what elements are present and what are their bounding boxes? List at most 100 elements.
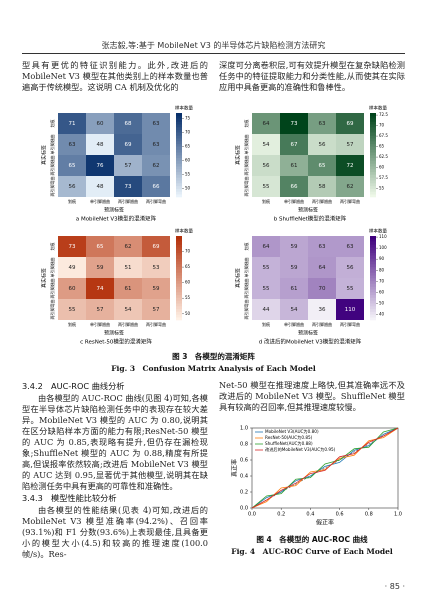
cell-value: 61: [291, 286, 298, 292]
colorbar-segment: [370, 269, 376, 273]
heatmap-cell: [114, 176, 142, 197]
section-heading: 3.4.3 模型性能比较分析: [22, 493, 117, 503]
colorbar-segment: [176, 166, 182, 170]
colorbar-segment: [176, 314, 182, 318]
cell-value: 76: [97, 163, 104, 169]
cell-value: 71: [69, 121, 76, 127]
colorbar-segment: [370, 283, 376, 287]
colorbar-segment: [370, 138, 376, 142]
cell-value: 67: [291, 142, 298, 148]
colorbar-segment: [176, 157, 182, 161]
colorbar-segment: [176, 311, 182, 315]
colorbar-segment: [176, 258, 182, 262]
colorbar-segment: [176, 278, 182, 282]
heatmap-cell: [280, 278, 308, 299]
y-class-label: 两引脚弯曲: [243, 177, 249, 197]
y-class-label: 两引脚翘曲: [243, 156, 249, 176]
heatmap-cell: [280, 299, 308, 320]
colorbar-segment: [176, 238, 182, 242]
heatmap-cell: [86, 278, 114, 299]
colorbar-segment: [370, 236, 376, 240]
heatmap-cell: [114, 236, 142, 257]
heatmap-cell: [114, 113, 142, 134]
x-tick-label: 0.0: [248, 512, 256, 518]
cell-value: 55: [263, 265, 270, 271]
cell-value: 56: [347, 265, 354, 271]
colorbar-segment: [370, 241, 376, 245]
colorbar-segment: [176, 143, 182, 147]
colorbar-segment: [370, 127, 376, 131]
y-class-label: 两引脚弯曲: [49, 300, 55, 320]
colorbar-segment: [370, 280, 376, 284]
colorbar-segment: [176, 269, 182, 273]
heatmap-cell: [308, 155, 336, 176]
cell-value: 62: [153, 163, 160, 169]
colorbar-label: 样本数量: [175, 105, 193, 112]
legend-label: MobileNet V3(AUC为0.80): [265, 428, 319, 435]
colorbar-segment: [370, 115, 376, 119]
heatmap-cell: [252, 278, 280, 299]
x-tick-label: 0.8: [365, 512, 373, 518]
colorbar-segment: [176, 141, 182, 145]
heatmap-cell: [252, 236, 280, 257]
cell-value: 55: [69, 307, 76, 313]
y-axis-label: 真实标签: [235, 268, 242, 288]
colorbar-segment: [176, 135, 182, 139]
x-class-label: 单引脚翘曲: [90, 321, 110, 327]
x-class-label: 两引脚弯曲: [340, 321, 360, 327]
heatmap-cell: [252, 257, 280, 278]
heatmap-cell: [336, 236, 364, 257]
colorbar-segment: [370, 149, 376, 153]
colorbar-segment: [176, 264, 182, 268]
colorbar-segment: [370, 135, 376, 139]
roc-curve: [251, 427, 399, 509]
colorbar-segment: [176, 152, 182, 156]
heatmap-cell: [142, 134, 170, 155]
colorbar-segment: [370, 272, 376, 276]
colorbar-segment: [176, 272, 182, 276]
colorbar-label: 样本数量: [175, 228, 193, 235]
cell-value: 48: [97, 184, 104, 190]
cell-value: 63: [69, 142, 76, 148]
colorbar-tick-label: 90: [379, 256, 385, 261]
y-class-label: 划痕: [49, 120, 55, 128]
heatmap-cell: [142, 155, 170, 176]
colorbar-tick-label: 50: [185, 186, 191, 191]
heatmap-cell: [114, 278, 142, 299]
heatmap-cell: [86, 134, 114, 155]
colorbar-segment: [176, 171, 182, 175]
heatmap-cell: [336, 113, 364, 134]
x-class-label: 两引脚翘曲: [118, 321, 138, 327]
colorbar-tick-label: 55: [185, 172, 191, 177]
cell-value: 54: [263, 142, 270, 148]
colorbar-segment: [176, 121, 182, 125]
colorbar-segment: [176, 308, 182, 312]
colorbar-segment: [176, 183, 182, 187]
colorbar-label: 样本数量: [369, 228, 387, 235]
colorbar-segment: [176, 191, 182, 195]
heatmap-cell: [336, 176, 364, 197]
colorbar-segment: [370, 261, 376, 265]
heatmap-cell: [86, 176, 114, 197]
colorbar-segment: [370, 174, 376, 178]
colorbar-segment: [176, 294, 182, 298]
heatmap-cell: [308, 113, 336, 134]
figure-caption-en: Fig. 3 Confusion Matrix Analysis of Each…: [111, 364, 316, 373]
colorbar-segment: [370, 163, 376, 167]
colorbar-segment: [370, 183, 376, 187]
x-tick-label: 0.6: [336, 512, 344, 518]
cell-value: 69: [347, 121, 354, 127]
colorbar-segment: [370, 292, 376, 296]
y-class-label: 两引脚翘曲: [243, 279, 249, 299]
colorbar-segment: [176, 177, 182, 181]
cell-value: 63: [153, 142, 160, 148]
cell-value: 44: [263, 307, 270, 313]
x-tick-label: 0.4: [306, 512, 314, 518]
x-class-label: 两引脚翘曲: [118, 198, 138, 204]
cell-value: 74: [97, 286, 104, 292]
x-class-label: 两引脚翘曲: [312, 198, 332, 204]
colorbar-segment: [370, 311, 376, 315]
header-rule: [22, 53, 405, 54]
paragraph: 深度可分离卷积层,可有效提升模型在复杂缺陷检测任务中的特征提取能力和分类性能,从…: [219, 60, 405, 92]
colorbar-segment: [176, 129, 182, 133]
